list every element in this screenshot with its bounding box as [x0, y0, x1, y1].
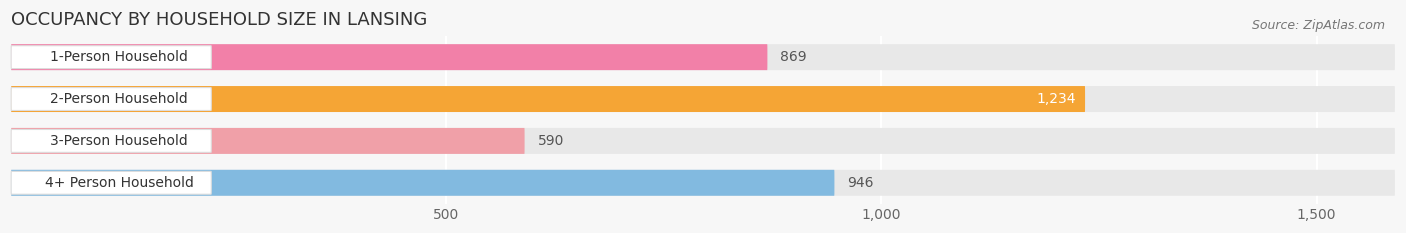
FancyBboxPatch shape [11, 128, 524, 154]
FancyBboxPatch shape [11, 130, 211, 152]
FancyBboxPatch shape [11, 86, 1395, 112]
FancyBboxPatch shape [11, 170, 834, 196]
FancyBboxPatch shape [11, 128, 1395, 154]
Text: Source: ZipAtlas.com: Source: ZipAtlas.com [1251, 19, 1385, 32]
Text: 1,234: 1,234 [1036, 92, 1077, 106]
FancyBboxPatch shape [11, 46, 211, 69]
FancyBboxPatch shape [11, 86, 1085, 112]
FancyBboxPatch shape [11, 88, 211, 110]
Text: OCCUPANCY BY HOUSEHOLD SIZE IN LANSING: OCCUPANCY BY HOUSEHOLD SIZE IN LANSING [11, 11, 427, 29]
Text: 4+ Person Household: 4+ Person Household [45, 176, 194, 190]
Text: 1-Person Household: 1-Person Household [51, 50, 188, 64]
Text: 946: 946 [848, 176, 875, 190]
Text: 590: 590 [537, 134, 564, 148]
Text: 2-Person Household: 2-Person Household [51, 92, 188, 106]
FancyBboxPatch shape [11, 44, 768, 70]
FancyBboxPatch shape [11, 171, 211, 194]
Text: 3-Person Household: 3-Person Household [51, 134, 188, 148]
Text: 869: 869 [780, 50, 807, 64]
FancyBboxPatch shape [11, 44, 1395, 70]
FancyBboxPatch shape [11, 170, 1395, 196]
